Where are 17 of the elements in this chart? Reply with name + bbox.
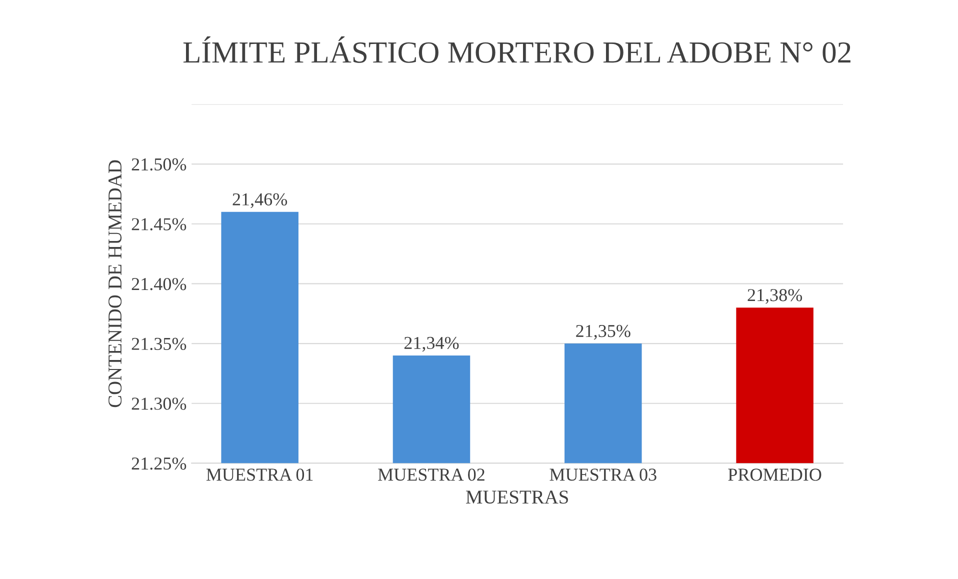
data-label: 21,34%	[404, 336, 459, 352]
data-label: 21,38%	[748, 289, 802, 304]
chart-title: LÍMITE PLÁSTICO MORTERO DEL ADOBE N° 02	[183, 36, 850, 63]
y-tick-label: 21.50%	[132, 158, 186, 171]
x-axis-title: MUESTRAS	[466, 490, 568, 504]
y-tick-label: 21.35%	[132, 338, 186, 350]
y-tick-label: 21.40%	[132, 278, 186, 290]
y-tick-label: 21.25%	[132, 457, 186, 470]
y-tick-label: 21.45%	[132, 218, 186, 230]
y-axis-title: CONTENIDO DE HUMEDAD	[108, 160, 122, 408]
x-tick-label: MUESTRA 03	[550, 468, 656, 481]
y-tick-label: 21.30%	[132, 398, 186, 410]
data-label: 21,46%	[232, 193, 288, 208]
data-label: 21,35%	[576, 324, 630, 340]
x-tick-label: MUESTRA 01	[206, 468, 313, 481]
x-tick-label: MUESTRA 02	[378, 468, 484, 481]
x-tick-label: PROMEDIO	[728, 468, 822, 481]
